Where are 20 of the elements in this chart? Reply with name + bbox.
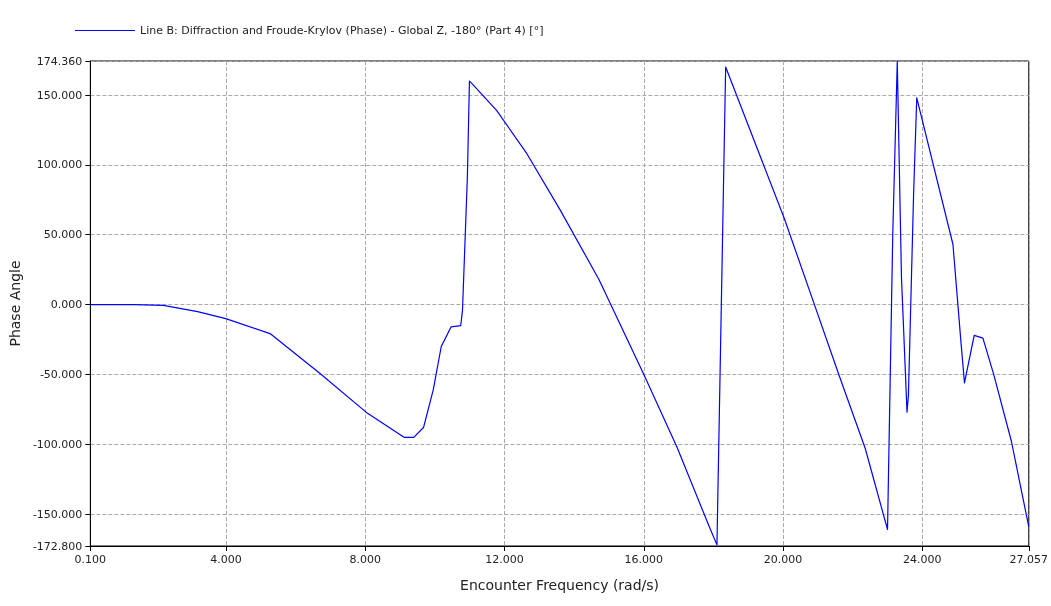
y-tick-label: 150.000 <box>36 88 83 102</box>
y-tick-label: -100.000 <box>32 437 83 451</box>
text: Line B: Diffraction and Froude-Krylov (Phase) - Global Z, -180° (Part 4) [°] <box>140 24 544 37</box>
x-tick-label: 0.100 <box>74 553 107 566</box>
x-tick-label: 8.000 <box>349 553 382 566</box>
x-tick-label: 20.000 <box>763 553 803 566</box>
x-tick-label: 16.000 <box>624 553 664 566</box>
x-tick-label: 27.057 <box>1009 553 1049 566</box>
y-tick-label: 174.360 <box>36 54 83 68</box>
y-axis-title: Phase Angle <box>7 260 23 347</box>
x-axis-title: Encounter Frequency (rad/s) <box>460 577 660 593</box>
x-tick-label: 4.000 <box>210 553 242 566</box>
y-tick-label: -150.000 <box>32 507 83 521</box>
y-tick-label: 50.000 <box>43 228 83 242</box>
x-tick-label: 12.000 <box>485 553 524 566</box>
y-tick-label: -50.000 <box>39 367 83 381</box>
y-tick-label: 100.000 <box>36 158 83 172</box>
y-tick-label: 0.000 <box>50 298 83 312</box>
x-tick-label: 24.000 <box>903 553 942 566</box>
y-tick-label: -172.800 <box>32 539 83 553</box>
